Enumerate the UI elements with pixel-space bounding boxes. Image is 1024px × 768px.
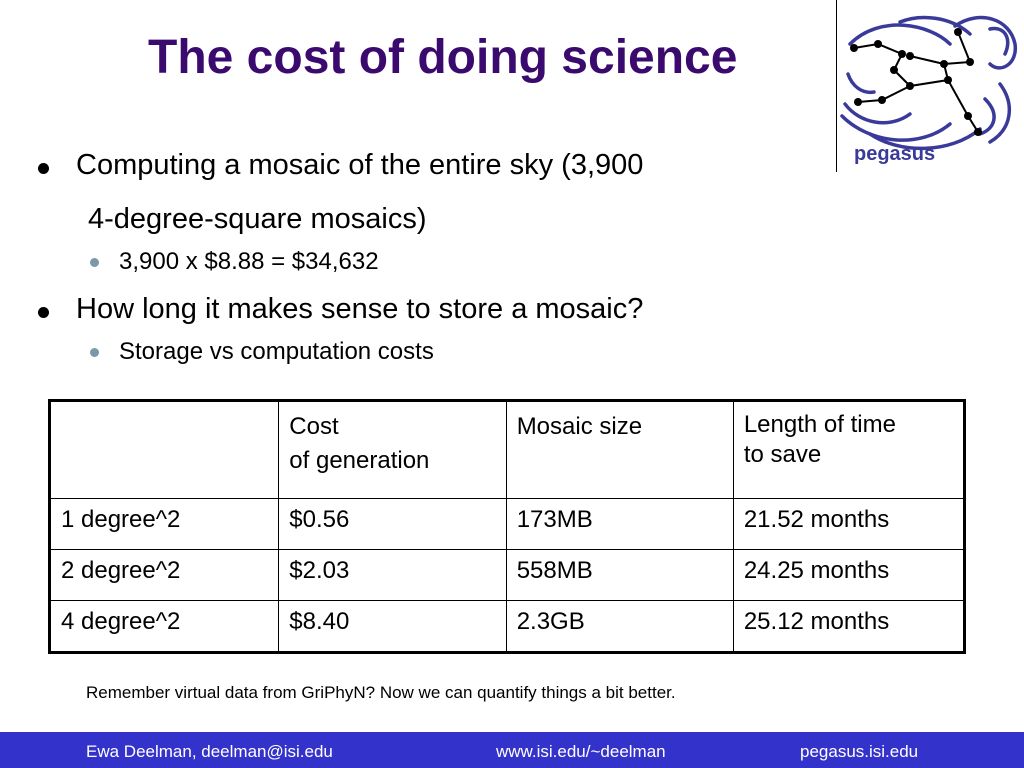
header-cell-mosaic-size: Mosaic size	[505, 400, 734, 499]
cell-cost: $2.03	[278, 549, 507, 601]
cell-size: 1 degree^2	[48, 498, 280, 550]
header-cost-line2: of generation	[289, 447, 430, 474]
sub-bullet-dot	[90, 258, 99, 267]
slide-note: Remember virtual data from GriPhyN? Now …	[86, 683, 676, 702]
bullet-list: Computing a mosaic of the entire sky (3,…	[38, 146, 818, 380]
pegasus-constellation-icon: pegasus	[840, 15, 1017, 165]
cost-table: Cost of generation Mosaic size Length of…	[48, 399, 966, 654]
cell-time: 21.52 months	[732, 498, 966, 550]
cell-cost: $8.40	[278, 600, 507, 653]
slide-title: The cost of doing science	[148, 31, 738, 84]
sub-bullet-item: Storage vs computation costs	[38, 336, 818, 368]
sub-bullet-text: Storage vs computation costs	[119, 338, 434, 365]
footer-author: Ewa Deelman, deelman@isi.edu	[86, 742, 333, 761]
cell-mosaic: 173MB	[505, 498, 734, 550]
header-cell-length: Length of time to save	[732, 400, 966, 499]
pegasus-logo: pegasus	[840, 4, 1022, 172]
cell-mosaic: 558MB	[505, 549, 734, 601]
logo-divider	[836, 0, 837, 172]
table-row: 1 degree^2 $0.56 173MB 21.52 months	[48, 498, 966, 550]
bullet-text-continued: 4-degree-square mosaics)	[88, 203, 427, 235]
table-header-row: Cost of generation Mosaic size Length of…	[48, 400, 966, 499]
cell-time: 25.12 months	[732, 600, 966, 653]
cell-time: 24.25 months	[732, 549, 966, 601]
header-length-line1: Length of time	[743, 411, 896, 438]
bullet-text: How long it makes sense to store a mosai…	[76, 293, 644, 325]
cell-cost: $0.56	[278, 498, 507, 550]
footer-url-pegasus: pegasus.isi.edu	[800, 742, 919, 761]
bullet-dot	[38, 163, 49, 174]
logo-text: pegasus	[854, 143, 935, 165]
footer-bar: Ewa Deelman, deelman@isi.edu www.isi.edu…	[0, 732, 1024, 768]
header-length-line2: to save	[743, 441, 822, 468]
header-cell-cost: Cost of generation	[278, 400, 507, 499]
bullet-item: Computing a mosaic of the entire sky (3,…	[38, 146, 818, 238]
bullet-text: Computing a mosaic of the entire sky (3,…	[76, 149, 644, 181]
table-row: 2 degree^2 $2.03 558MB 24.25 months	[48, 549, 966, 601]
cell-size: 4 degree^2	[48, 600, 280, 653]
sub-bullet-item: 3,900 x $8.88 = $34,632	[38, 246, 818, 278]
sub-bullet-dot	[90, 348, 99, 357]
header-cost-line1: Cost	[289, 413, 339, 440]
bullet-dot	[38, 307, 49, 318]
table-row: 4 degree^2 $8.40 2.3GB 25.12 months	[48, 600, 966, 653]
bullet-item: How long it makes sense to store a mosai…	[38, 290, 818, 328]
cell-mosaic: 2.3GB	[505, 600, 734, 653]
sub-bullet-text: 3,900 x $8.88 = $34,632	[119, 248, 379, 275]
footer-url-deelman: www.isi.edu/~deelman	[496, 742, 666, 761]
header-cell-empty	[48, 400, 280, 499]
cell-size: 2 degree^2	[48, 549, 280, 601]
